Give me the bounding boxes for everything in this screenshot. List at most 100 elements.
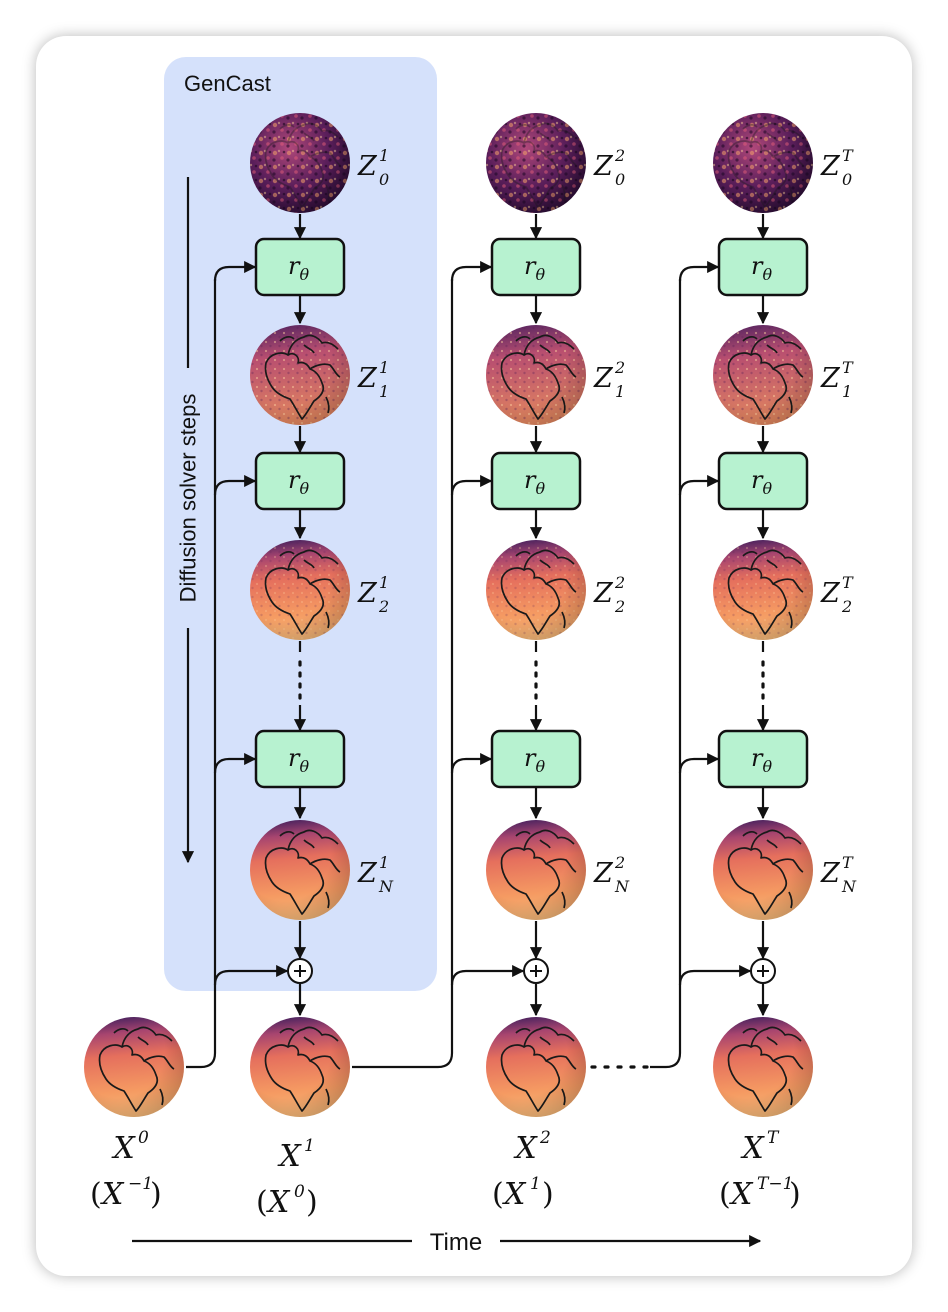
svg-text:Z: Z: [820, 363, 841, 394]
svg-text:X: X: [729, 1177, 754, 1212]
svg-text:T: T: [842, 358, 854, 377]
latent-globe-1-3: [250, 820, 350, 920]
svg-text:X: X: [740, 1131, 765, 1166]
conditioning-bus-2: [352, 279, 454, 1069]
network-box-2-2: rθ: [490, 729, 582, 789]
latent-label-2-1: Z 2 1: [593, 358, 625, 401]
latent-label-T-1: Z T 1: [820, 358, 854, 401]
network-box-1-0: rθ: [254, 237, 346, 297]
svg-text:Z: Z: [357, 578, 378, 609]
latent-globe-2-3: [486, 820, 586, 920]
svg-text:): ): [789, 1177, 801, 1212]
latent-globe-1-1: [250, 325, 350, 425]
svg-text:): ): [542, 1177, 554, 1212]
panel-title: GenCast: [184, 71, 271, 96]
svg-text:Z: Z: [820, 858, 841, 889]
svg-text:2: 2: [539, 1128, 551, 1148]
latent-label-2-3: Z 2 N: [593, 853, 630, 896]
svg-text:N: N: [614, 877, 630, 896]
latent-label-T-0: Z T 0: [820, 146, 854, 189]
network-box-2-0: rθ: [490, 237, 582, 297]
svg-text:2: 2: [614, 853, 625, 872]
time-axis-label: Time: [430, 1229, 482, 1256]
latent-globe-2-1: [486, 325, 586, 425]
branch-r2-0: [213, 752, 257, 774]
latent-globe-T-0: [713, 113, 813, 213]
latent-globe-T-2: [713, 540, 813, 640]
svg-text:1: 1: [379, 573, 389, 592]
vertical-axis-label: Diffusion solver steps: [176, 394, 201, 603]
svg-text:0: 0: [379, 170, 389, 189]
state-label-2: X 2(X 1): [492, 1128, 554, 1212]
branch-r0-1: [450, 260, 493, 282]
latent-label-1-2: Z 1 2: [357, 573, 389, 616]
svg-text:N: N: [841, 877, 857, 896]
svg-text:Z: Z: [357, 858, 378, 889]
svg-text:T: T: [842, 146, 854, 165]
latent-label-2-2: Z 2 2: [593, 573, 625, 616]
svg-text:0: 0: [294, 1182, 305, 1202]
svg-text:1: 1: [304, 1136, 315, 1156]
svg-text:Z: Z: [357, 363, 378, 394]
svg-text:X: X: [111, 1131, 136, 1166]
svg-text:2: 2: [614, 146, 625, 165]
svg-text:T: T: [842, 573, 854, 592]
latent-globe-2-2: [486, 540, 586, 640]
network-box-T-1: rθ: [717, 451, 809, 511]
network-label: rθ: [288, 744, 309, 776]
svg-text:): ): [150, 1177, 162, 1212]
svg-text:Z: Z: [593, 858, 614, 889]
svg-text:0: 0: [138, 1128, 149, 1148]
branch-r1-2: [678, 474, 720, 496]
network-label: rθ: [524, 744, 545, 776]
svg-text:T: T: [842, 853, 854, 872]
svg-text:1: 1: [379, 382, 389, 401]
flow-connections: [186, 214, 770, 1069]
svg-text:Z: Z: [593, 578, 614, 609]
branch-sum-1: [450, 964, 525, 986]
svg-text:Z: Z: [357, 151, 378, 182]
svg-text:1: 1: [530, 1174, 541, 1194]
svg-text:Z: Z: [820, 578, 841, 609]
network-label: rθ: [288, 466, 309, 498]
svg-text:X: X: [502, 1177, 527, 1212]
branch-r0-2: [678, 260, 720, 282]
latent-globe-1-2: [250, 540, 350, 640]
network-box-T-2: rθ: [717, 729, 809, 789]
latent-globe-1-0: [250, 113, 350, 213]
svg-text:1: 1: [379, 146, 389, 165]
svg-text:2: 2: [841, 597, 852, 616]
branch-sum-2: [678, 964, 752, 986]
latent-label-1-0: Z 1 0: [357, 146, 389, 189]
branch-r2-2: [678, 752, 720, 774]
time-axis: Time: [132, 1229, 762, 1256]
vertical-axis: Diffusion solver steps: [176, 177, 201, 864]
branch-sum-0: [213, 964, 289, 986]
latent-globe-T-3: [713, 820, 813, 920]
latent-label-1-1: Z 1 1: [357, 358, 389, 401]
svg-text:): ): [306, 1185, 318, 1220]
state-globe-1: [250, 1017, 350, 1117]
network-box-2-1: rθ: [490, 451, 582, 511]
svg-text:Z: Z: [593, 151, 614, 182]
svg-text:X: X: [277, 1139, 302, 1174]
svg-text:2: 2: [614, 358, 625, 377]
svg-text:X: X: [100, 1177, 125, 1212]
latent-label-1-3: Z 1 N: [357, 853, 394, 896]
svg-text:T−1: T−1: [757, 1174, 793, 1194]
latent-label-T-3: Z TN: [820, 853, 857, 896]
state-globe-3: [713, 1017, 813, 1117]
svg-text:−1: −1: [128, 1174, 153, 1194]
conditioning-bus-1: [186, 279, 217, 1069]
svg-text:2: 2: [614, 573, 625, 592]
svg-text:Z: Z: [820, 151, 841, 182]
network-label: rθ: [288, 252, 309, 284]
svg-text:X: X: [266, 1185, 291, 1220]
sum-node-1: [287, 958, 313, 984]
svg-text:0: 0: [842, 170, 852, 189]
svg-text:(: (: [492, 1177, 504, 1212]
svg-text:(: (: [719, 1177, 731, 1212]
gencast-diagram: GenCast Diffusion solver steps Z 10Z 11Z 12…: [84, 57, 857, 1256]
network-label: rθ: [751, 744, 772, 776]
